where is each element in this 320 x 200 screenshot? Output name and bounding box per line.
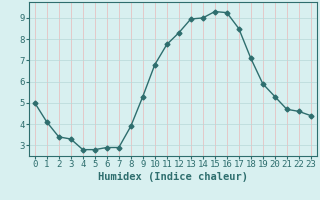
X-axis label: Humidex (Indice chaleur): Humidex (Indice chaleur) [98,172,248,182]
